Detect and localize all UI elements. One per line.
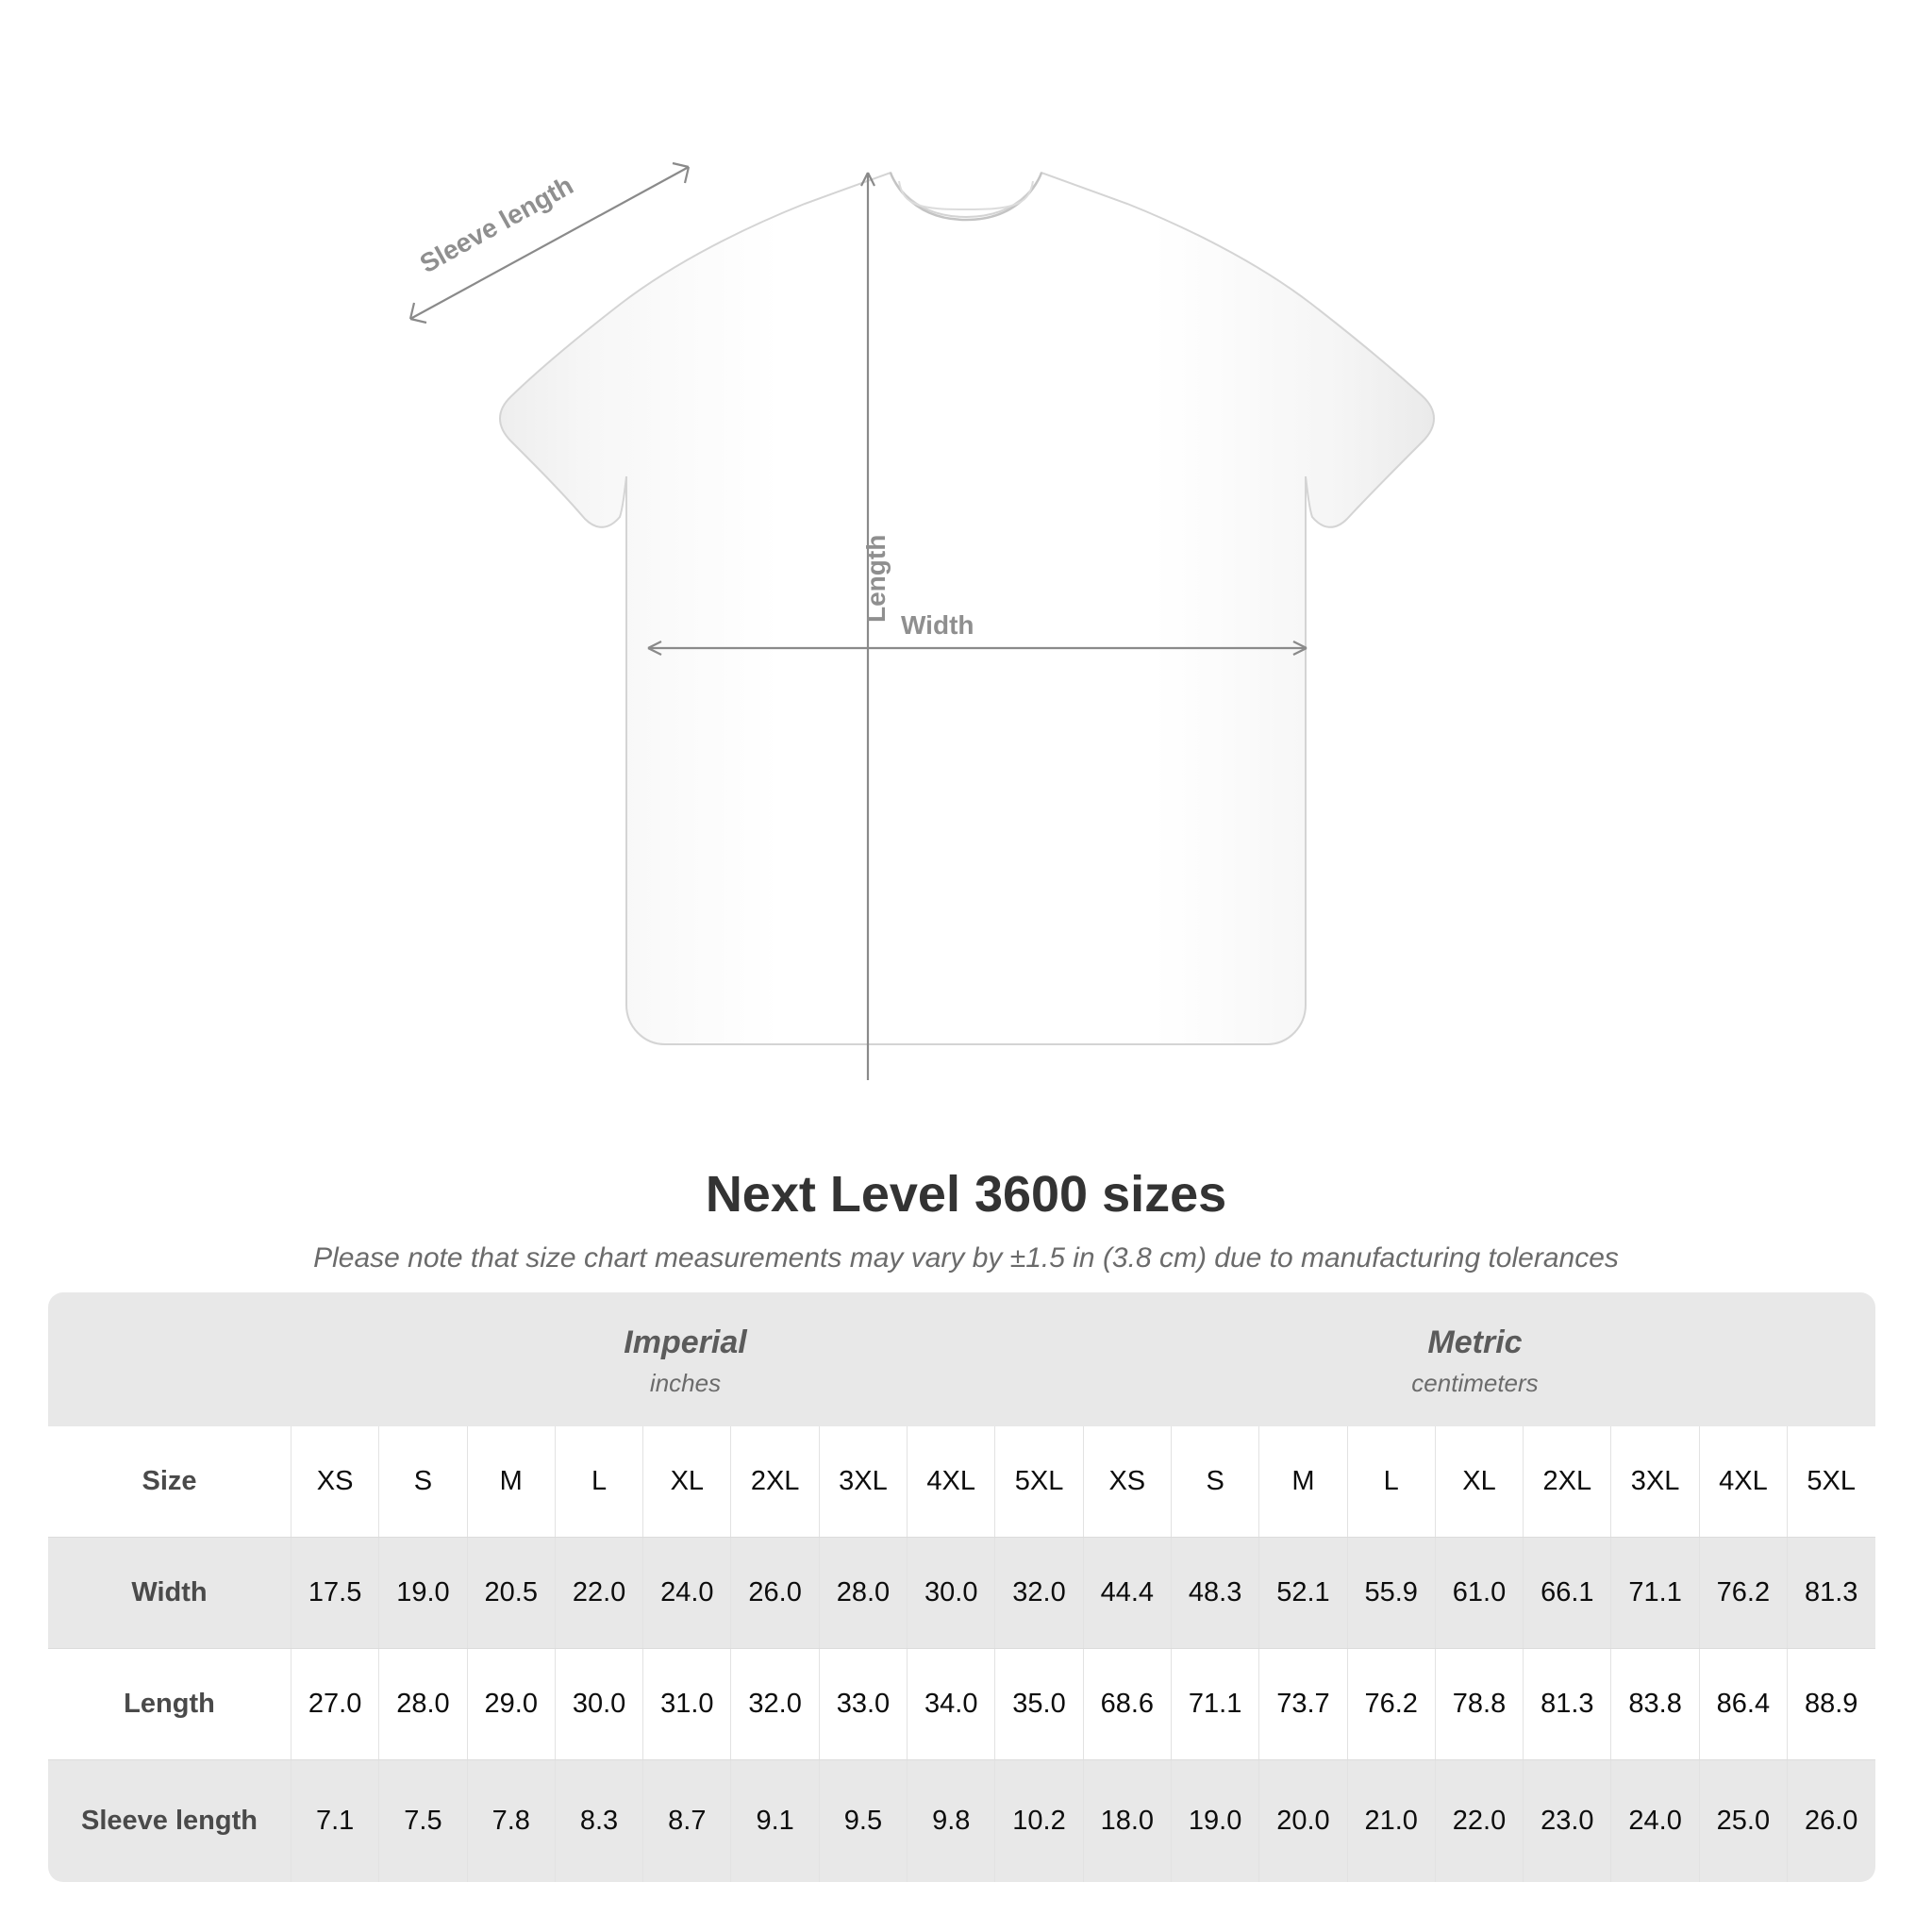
svg-text:Width: Width <box>901 610 974 640</box>
svg-text:Sleeve length: Sleeve length <box>415 171 578 279</box>
svg-text:Length: Length <box>861 535 891 623</box>
